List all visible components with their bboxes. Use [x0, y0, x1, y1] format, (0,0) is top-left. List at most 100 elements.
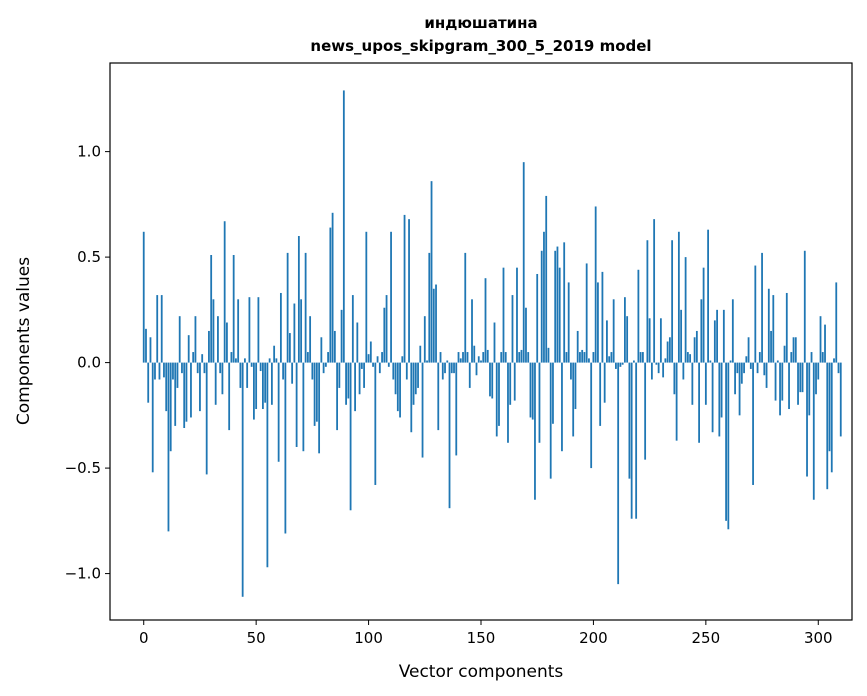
x-tick-label: 0 — [139, 629, 149, 647]
bar-12 — [169, 362, 172, 452]
bar-199 — [590, 362, 593, 469]
bar-251 — [707, 229, 709, 363]
bar-117 — [405, 362, 408, 380]
bar-205 — [603, 362, 606, 403]
bar-194 — [579, 352, 581, 363]
bar-260 — [727, 362, 730, 530]
bar-167 — [518, 352, 521, 363]
chart-title-line1: индюшатина — [424, 14, 537, 32]
bar-76 — [313, 362, 316, 426]
bar-197 — [585, 263, 588, 363]
bar-155 — [491, 362, 494, 399]
x-tick-label: 250 — [692, 629, 721, 647]
bar-8 — [160, 295, 163, 363]
bar-293 — [801, 362, 804, 393]
bar-18 — [183, 362, 186, 429]
bars-group — [142, 90, 842, 597]
bar-136 — [448, 362, 451, 509]
bar-85 — [333, 330, 336, 363]
bar-118 — [408, 219, 410, 363]
bar-166 — [516, 267, 518, 363]
bar-135 — [446, 360, 449, 363]
bar-264 — [736, 362, 739, 374]
bar-252 — [709, 360, 712, 363]
bar-140 — [457, 352, 460, 363]
bar-236 — [673, 362, 676, 395]
bar-143 — [464, 252, 467, 363]
bar-304 — [826, 362, 829, 490]
bar-75 — [311, 362, 314, 380]
bar-308 — [835, 282, 838, 363]
bar-277 — [765, 362, 768, 388]
bar-152 — [484, 278, 487, 363]
bar-109 — [387, 362, 390, 367]
bar-188 — [565, 352, 568, 363]
bar-278 — [767, 288, 770, 363]
bar-27 — [203, 362, 206, 374]
bar-287 — [788, 362, 790, 410]
bar-286 — [785, 292, 788, 363]
bar-139 — [455, 362, 458, 456]
bar-42 — [237, 299, 240, 363]
bar-128 — [430, 181, 433, 363]
bar-202 — [597, 282, 599, 363]
ticks-group: 0 50 100 150 200 250 300 −1.0 −0.5 0.0 0.5 1.0 — [65, 143, 833, 647]
bar-30 — [210, 255, 213, 363]
bar-119 — [410, 362, 413, 433]
bar-41 — [235, 358, 237, 363]
bar-120 — [412, 362, 415, 405]
bar-206 — [606, 320, 608, 363]
bar-57 — [270, 362, 273, 405]
bar-126 — [426, 360, 428, 363]
bar-72 — [304, 252, 307, 363]
bar-137 — [450, 362, 453, 374]
bar-269 — [747, 337, 750, 363]
bar-233 — [666, 341, 669, 363]
bar-98 — [363, 362, 365, 388]
bar-1 — [145, 328, 147, 363]
bar-59 — [275, 358, 278, 363]
bar-54 — [264, 362, 267, 403]
bar-192 — [574, 362, 577, 410]
bar-21 — [190, 362, 192, 418]
bar-132 — [439, 352, 442, 363]
bar-222 — [641, 352, 644, 363]
x-tick-label: 200 — [579, 629, 608, 647]
bar-7 — [158, 362, 161, 380]
bar-214 — [624, 297, 626, 363]
plot-frame — [109, 62, 853, 621]
bar-306 — [830, 362, 833, 473]
bar-134 — [444, 362, 446, 374]
bar-186 — [561, 362, 563, 452]
bar-84 — [331, 212, 334, 363]
bar-157 — [495, 362, 498, 437]
bar-29 — [208, 330, 210, 363]
bar-124 — [421, 362, 424, 458]
bar-14 — [174, 362, 177, 426]
bar-300 — [817, 362, 820, 380]
bar-267 — [743, 362, 745, 374]
y-tick-label: 0.5 — [77, 248, 101, 266]
bar-230 — [659, 318, 662, 363]
bar-103 — [374, 362, 377, 485]
bar-4 — [151, 362, 154, 473]
bar-290 — [794, 337, 797, 363]
bar-68 — [295, 362, 298, 447]
bar-181 — [549, 362, 552, 479]
bar-169 — [522, 162, 525, 363]
bar-298 — [812, 362, 815, 500]
bar-111 — [392, 362, 395, 380]
bar-198 — [588, 358, 590, 363]
bar-255 — [716, 309, 718, 363]
bar-246 — [695, 330, 698, 363]
bar-146 — [471, 299, 473, 363]
bar-204 — [601, 271, 604, 363]
bar-58 — [273, 345, 276, 363]
bar-56 — [268, 358, 271, 363]
bar-154 — [489, 362, 491, 397]
bar-285 — [783, 345, 786, 363]
bar-2 — [147, 362, 150, 403]
bar-88 — [340, 309, 343, 363]
bar-193 — [576, 330, 579, 363]
bar-296 — [808, 362, 811, 416]
